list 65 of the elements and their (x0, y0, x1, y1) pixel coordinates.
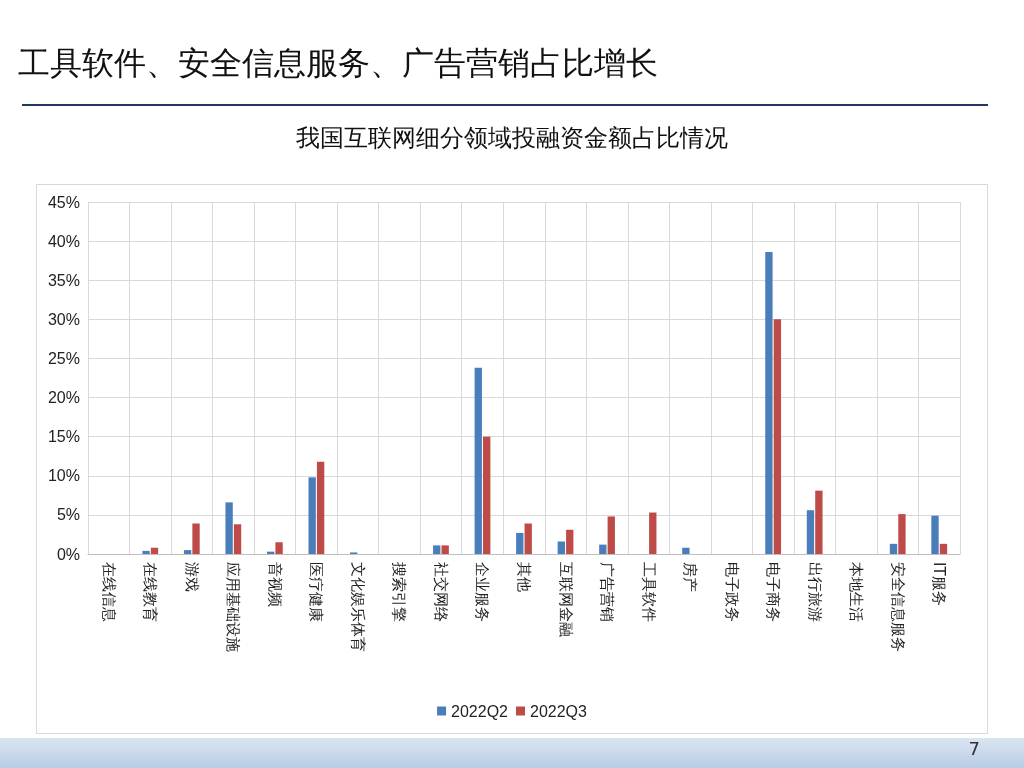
bar (275, 542, 283, 554)
bar (765, 252, 773, 554)
y-tick-label: 10% (47, 467, 80, 485)
bar (682, 547, 690, 554)
x-tick-label: 安全信息服务 (888, 562, 907, 652)
bar (566, 529, 574, 554)
bar (524, 523, 532, 554)
y-tick-label: 20% (47, 389, 80, 407)
y-tick-label: 0% (56, 545, 80, 563)
x-tick-label: 电子商务 (764, 562, 783, 622)
bar (607, 516, 615, 554)
bar (815, 490, 823, 554)
x-tick-label: 社交网络 (431, 562, 450, 622)
y-tick-label: 35% (47, 271, 80, 289)
legend-label: 2022Q3 (530, 702, 588, 720)
x-tick-label: 医疗健康 (307, 562, 326, 622)
bar (649, 512, 657, 554)
bar (483, 436, 491, 554)
bar (806, 510, 815, 554)
x-tick-label: 本地生活 (847, 562, 866, 622)
bar (316, 461, 325, 554)
bar (441, 545, 449, 554)
x-tick-label: 游戏 (182, 562, 201, 592)
bar (308, 477, 316, 554)
y-tick-label: 30% (47, 310, 80, 328)
bar (939, 543, 948, 554)
x-tick-label: 应用基础设施 (224, 562, 243, 652)
legend-label: 2022Q2 (451, 702, 509, 720)
y-tick-label: 5% (56, 506, 80, 524)
bar (474, 367, 482, 554)
bar (773, 319, 782, 554)
text: 7 (968, 738, 980, 759)
chart-subtitle: 我国互联网细分领域投融资金额占比情况 (295, 123, 729, 154)
x-tick-label: 企业服务 (473, 562, 492, 622)
x-tick-label: 其他 (515, 562, 533, 592)
x-tick-label: 互联网金融 (556, 562, 575, 637)
bar (225, 502, 233, 554)
x-tick-label: 电子政务 (722, 562, 741, 622)
x-tick-label: 音视频 (265, 562, 284, 607)
bar (898, 514, 906, 554)
bar (433, 545, 441, 554)
bar (142, 550, 150, 554)
y-tick-label: 45% (47, 193, 80, 211)
x-tick-label: 出行旅游 (805, 562, 824, 622)
bar (192, 523, 200, 554)
bar (516, 532, 524, 554)
x-tick-label: 广告营销 (598, 562, 617, 622)
x-tick-label: 房产 (681, 562, 700, 592)
y-tick-label: 25% (47, 349, 80, 367)
bar (599, 544, 607, 554)
y-tick-label: 40% (47, 232, 80, 250)
bar (557, 541, 565, 554)
chart-title: 工具软件、安全信息服务、广告营销占比增长 (18, 43, 658, 84)
bar (931, 515, 939, 554)
bar (150, 547, 159, 554)
y-tick-label: 15% (47, 428, 80, 446)
x-tick-label: 搜索引擎 (390, 562, 409, 622)
x-tick-label: 文化娱乐体育 (348, 562, 367, 652)
bar (889, 543, 898, 554)
bar (183, 550, 192, 554)
bar (233, 524, 242, 554)
x-tick-label: 在线信息 (99, 562, 118, 622)
x-tick-label: 在线教育 (141, 562, 160, 622)
x-tick-label: IT服务 (930, 562, 949, 606)
x-tick-label: 工具软件 (639, 562, 658, 622)
